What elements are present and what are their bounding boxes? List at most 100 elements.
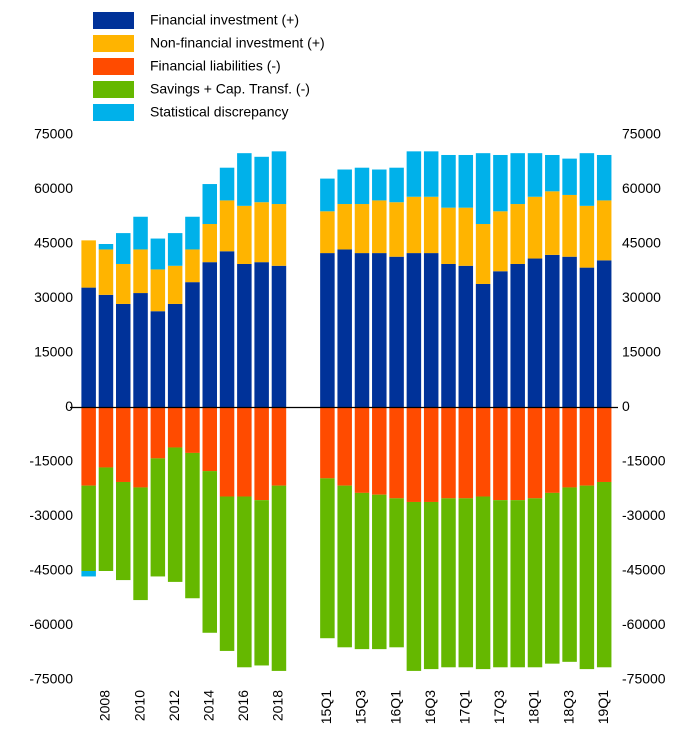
bar-segment: [271, 265, 287, 408]
bar-segment: [320, 178, 335, 212]
bar-segment: [372, 169, 387, 201]
bar-segment: [458, 265, 474, 408]
bar-segment: [423, 407, 439, 502]
bar-segment: [202, 184, 217, 225]
bar-segment: [185, 407, 200, 453]
bar-segment: [372, 253, 387, 408]
bar-segment: [98, 249, 114, 295]
bar-segment: [254, 407, 269, 501]
bar-segment: [185, 216, 200, 250]
bar-segment: [320, 253, 335, 408]
bar-segment: [372, 494, 387, 650]
x-tick-label: 15Q3: [353, 690, 369, 724]
bar-segment: [219, 251, 235, 408]
bar-segment: [389, 407, 404, 499]
x-tick-label: 2018: [270, 690, 286, 721]
bar-segment: [116, 407, 131, 482]
bar-segment: [423, 151, 439, 197]
bar-segment: [510, 407, 525, 501]
x-tick-label: 2012: [166, 690, 182, 721]
x-tick-label: 18Q3: [560, 690, 576, 724]
bar-segment: [423, 501, 439, 670]
bar-segment: [354, 253, 370, 408]
bar-segment: [545, 191, 560, 255]
bar-segment: [527, 498, 543, 668]
legend-swatch: [93, 58, 134, 75]
bar-segment: [510, 500, 525, 668]
bar-segment: [150, 311, 166, 408]
bar-segment: [354, 407, 370, 493]
y2-tick-label: -30000: [622, 507, 666, 523]
bar-segment: [202, 262, 217, 408]
bar-segment: [150, 269, 166, 312]
bar-segment: [150, 238, 166, 270]
bar-segment: [423, 253, 439, 408]
bar-segment: [133, 293, 148, 408]
bar-segment: [202, 224, 217, 263]
bar-segment: [423, 196, 439, 254]
x-tick-label: 2016: [235, 690, 251, 721]
bar-segment: [354, 204, 370, 254]
bar-segment: [271, 407, 287, 486]
bar-segment: [98, 294, 114, 408]
bar-segment: [81, 571, 96, 577]
bar-segment: [441, 207, 456, 264]
bar-segment: [237, 205, 252, 264]
legend-label: Financial investment (+): [150, 12, 299, 28]
bar-segment: [493, 154, 508, 212]
bar-segment: [562, 256, 577, 408]
bar-segment: [167, 303, 183, 408]
bar-segment: [475, 153, 491, 225]
bar-segment: [81, 287, 96, 408]
bar-segment: [562, 487, 577, 662]
bar-segment: [406, 196, 422, 254]
bar-segment: [545, 492, 560, 664]
bar-segment: [116, 303, 131, 408]
bar-segment: [185, 249, 200, 283]
bar-segment: [167, 407, 183, 448]
bar-segment: [150, 458, 166, 577]
bar-segment: [98, 407, 114, 468]
y-tick-label: -60000: [29, 616, 73, 632]
x-tick-label: 15Q1: [318, 690, 334, 724]
bar-segment: [475, 224, 491, 284]
legend-label: Financial liabilities (-): [150, 58, 281, 74]
bar-segment: [475, 283, 491, 408]
bar-segment: [579, 153, 595, 206]
y-tick-label: 75000: [34, 126, 73, 142]
bar-segment: [389, 498, 404, 648]
y-tick-label: -45000: [29, 562, 73, 578]
y-tick-label: 45000: [34, 235, 73, 251]
bar-segment: [237, 263, 252, 408]
bar-segment: [237, 153, 252, 206]
bar-segment: [271, 151, 287, 205]
bar-segment: [167, 447, 183, 582]
bar-segment: [406, 407, 422, 502]
bar-segment: [167, 233, 183, 266]
bar-segment: [133, 216, 148, 250]
bar-segment: [133, 487, 148, 601]
y-tick-label: -15000: [29, 453, 73, 469]
bar-segment: [254, 156, 269, 203]
y-tick-label: 60000: [34, 180, 73, 196]
bar-segment: [441, 407, 456, 499]
bar-segment: [389, 202, 404, 257]
bar-segment: [219, 407, 235, 497]
bar-segment: [579, 485, 595, 670]
bar-segment: [116, 481, 131, 581]
bar-segment: [133, 249, 148, 294]
bar-segment: [185, 282, 200, 408]
bar-segment: [219, 496, 235, 651]
x-tick-label: 2014: [200, 690, 216, 721]
x-tick-label: 2008: [97, 690, 113, 721]
x-tick-label: 19Q1: [595, 690, 611, 724]
bar-segment: [320, 211, 335, 254]
bar-segment: [545, 254, 560, 408]
x-tick-label: 2010: [131, 690, 147, 721]
bar-segment: [254, 202, 269, 263]
y2-tick-label: 15000: [622, 344, 661, 360]
bar-segment: [596, 481, 612, 668]
y-tick-label: -30000: [29, 507, 73, 523]
bar-segment: [150, 407, 166, 459]
bar-segment: [271, 485, 287, 671]
